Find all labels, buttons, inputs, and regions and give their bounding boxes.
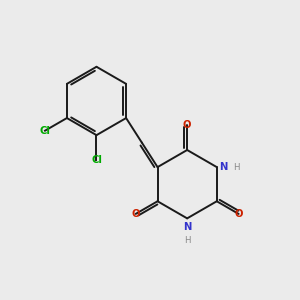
Text: O: O [131, 209, 140, 219]
Text: H: H [184, 236, 190, 245]
Text: Cl: Cl [91, 155, 102, 165]
Text: H: H [233, 163, 240, 172]
Text: O: O [183, 120, 191, 130]
Text: Cl: Cl [40, 126, 50, 136]
Text: N: N [183, 222, 191, 232]
Text: N: N [219, 162, 227, 172]
Text: O: O [234, 209, 243, 219]
